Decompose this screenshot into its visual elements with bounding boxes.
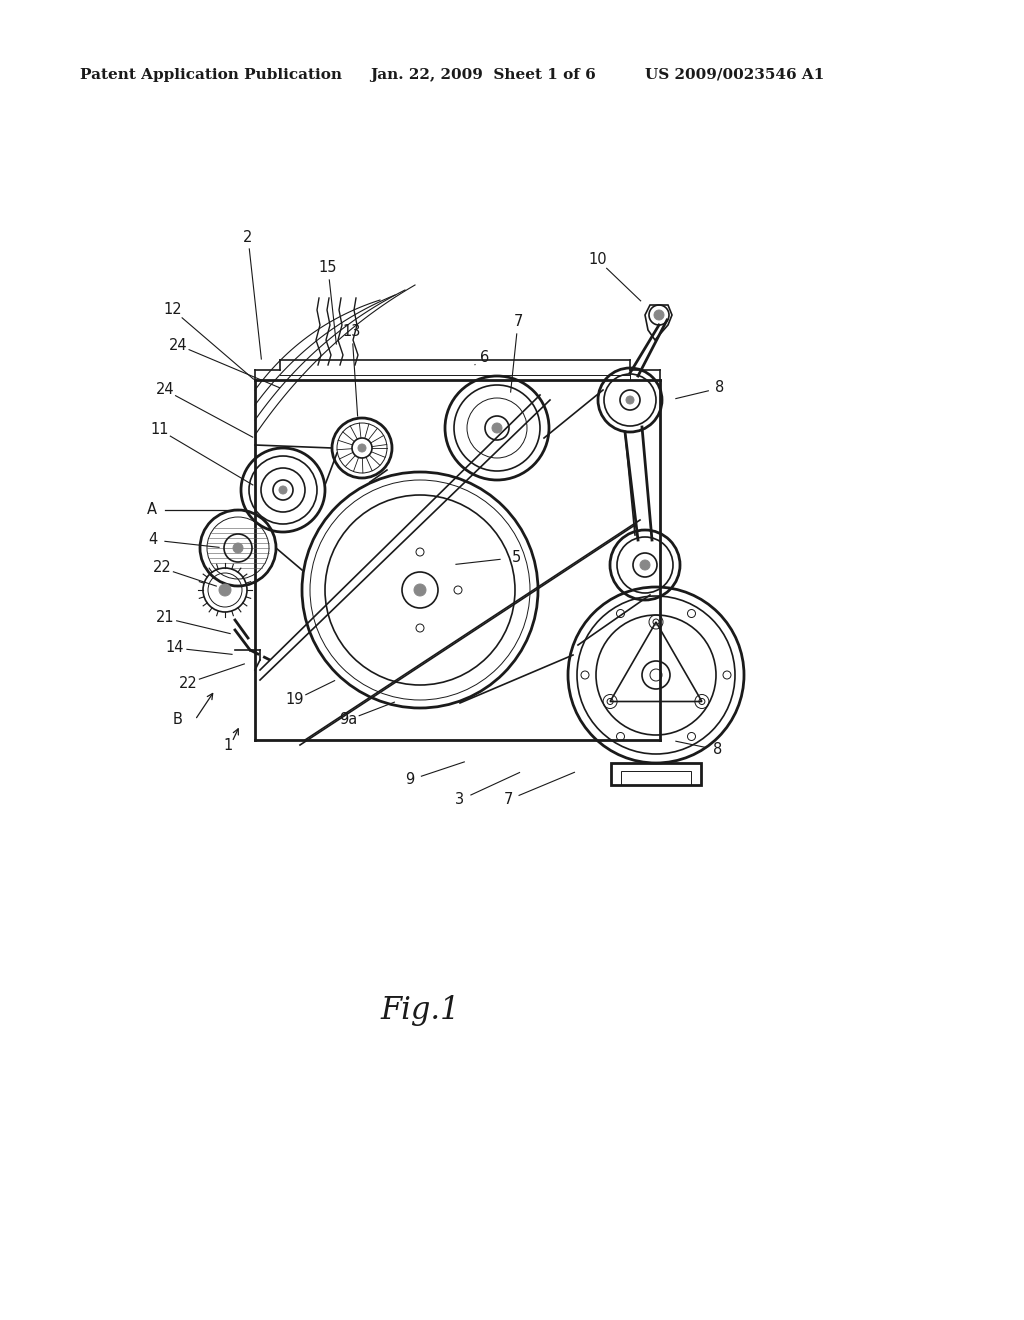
Circle shape xyxy=(358,444,366,451)
Circle shape xyxy=(279,486,287,494)
Text: 6: 6 xyxy=(480,351,489,366)
Text: Fig.1: Fig.1 xyxy=(380,994,460,1026)
Text: 8: 8 xyxy=(716,380,725,396)
Text: 4: 4 xyxy=(148,532,158,548)
Text: 8: 8 xyxy=(714,742,723,758)
Text: 13: 13 xyxy=(343,325,361,339)
Text: Patent Application Publication: Patent Application Publication xyxy=(80,69,342,82)
Text: 2: 2 xyxy=(244,230,253,244)
Text: 19: 19 xyxy=(286,693,304,708)
Circle shape xyxy=(492,422,502,433)
Text: Jan. 22, 2009  Sheet 1 of 6: Jan. 22, 2009 Sheet 1 of 6 xyxy=(370,69,596,82)
Text: 7: 7 xyxy=(504,792,513,808)
Text: 22: 22 xyxy=(153,561,171,576)
Text: 21: 21 xyxy=(156,610,174,626)
Circle shape xyxy=(219,583,231,597)
Bar xyxy=(611,763,701,785)
Circle shape xyxy=(640,560,650,570)
Text: A: A xyxy=(147,503,157,517)
Text: 9a: 9a xyxy=(339,713,357,727)
Text: US 2009/0023546 A1: US 2009/0023546 A1 xyxy=(645,69,824,82)
Text: 15: 15 xyxy=(318,260,337,276)
Text: B: B xyxy=(173,713,183,727)
Text: 3: 3 xyxy=(456,792,465,808)
Text: 7: 7 xyxy=(513,314,522,330)
Text: 22: 22 xyxy=(178,676,198,690)
Text: 1: 1 xyxy=(223,738,232,752)
Bar xyxy=(621,771,691,785)
Text: 10: 10 xyxy=(589,252,607,268)
Circle shape xyxy=(414,583,426,597)
Text: 11: 11 xyxy=(151,422,169,437)
Text: 12: 12 xyxy=(164,302,182,318)
Text: 24: 24 xyxy=(156,383,174,397)
Circle shape xyxy=(233,543,243,553)
Circle shape xyxy=(626,396,634,404)
Circle shape xyxy=(654,310,664,319)
Text: 9: 9 xyxy=(406,772,415,788)
Text: 14: 14 xyxy=(166,640,184,656)
Text: 5: 5 xyxy=(512,550,521,565)
Text: 24: 24 xyxy=(169,338,187,352)
